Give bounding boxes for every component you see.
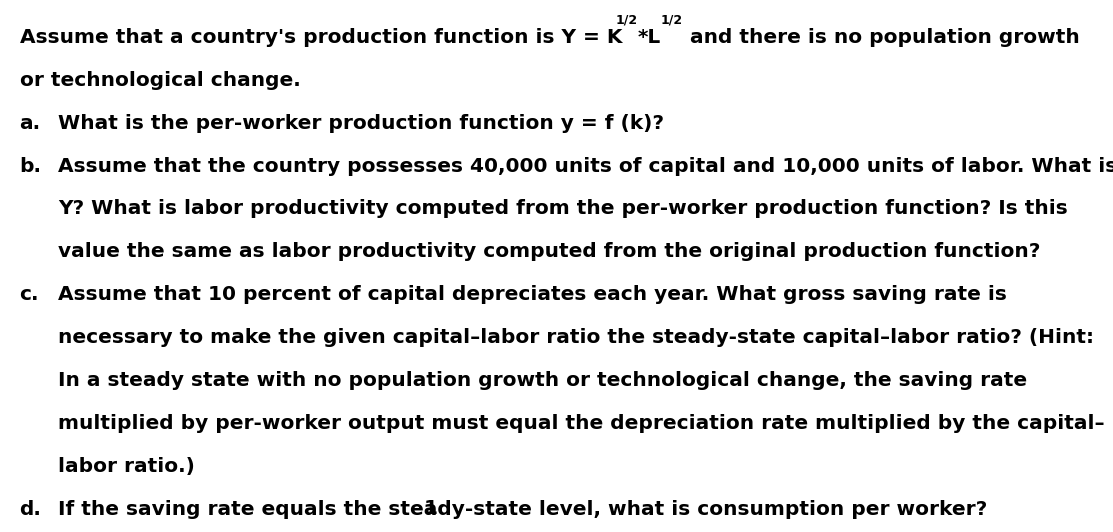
Text: Y? What is labor productivity computed from the per-worker production function? : Y? What is labor productivity computed f… bbox=[58, 200, 1067, 219]
Text: 1: 1 bbox=[424, 499, 439, 518]
Text: *L: *L bbox=[638, 28, 661, 47]
Text: Assume that the country possesses 40,000 units of capital and 10,000 units of la: Assume that the country possesses 40,000… bbox=[58, 156, 1113, 176]
Text: labor ratio.): labor ratio.) bbox=[58, 457, 195, 476]
Text: necessary to make the given capital–labor ratio the steady-state capital–labor r: necessary to make the given capital–labo… bbox=[58, 328, 1094, 347]
Text: value the same as labor productivity computed from the original production funct: value the same as labor productivity com… bbox=[58, 243, 1041, 261]
Text: Assume that a country's production function is Y = K: Assume that a country's production funct… bbox=[20, 28, 622, 47]
Text: Assume that 10 percent of capital depreciates each year. What gross saving rate : Assume that 10 percent of capital deprec… bbox=[58, 285, 1007, 304]
Text: 1/2: 1/2 bbox=[615, 13, 638, 26]
Text: What is the per-worker production function y = f (k)?: What is the per-worker production functi… bbox=[58, 114, 664, 132]
Text: or technological change.: or technological change. bbox=[20, 71, 301, 90]
Text: a.: a. bbox=[20, 114, 41, 132]
Text: If the saving rate equals the steady-state level, what is consumption per worker: If the saving rate equals the steady-sta… bbox=[58, 500, 987, 519]
Text: b.: b. bbox=[20, 156, 41, 176]
Text: and there is no population growth: and there is no population growth bbox=[682, 28, 1080, 47]
Text: 1/2: 1/2 bbox=[661, 13, 683, 26]
Text: c.: c. bbox=[20, 285, 39, 304]
Text: multiplied by per-worker output must equal the depreciation rate multiplied by t: multiplied by per-worker output must equ… bbox=[58, 414, 1104, 433]
Text: In a steady state with no population growth or technological change, the saving : In a steady state with no population gro… bbox=[58, 371, 1027, 390]
Text: d.: d. bbox=[20, 500, 41, 519]
